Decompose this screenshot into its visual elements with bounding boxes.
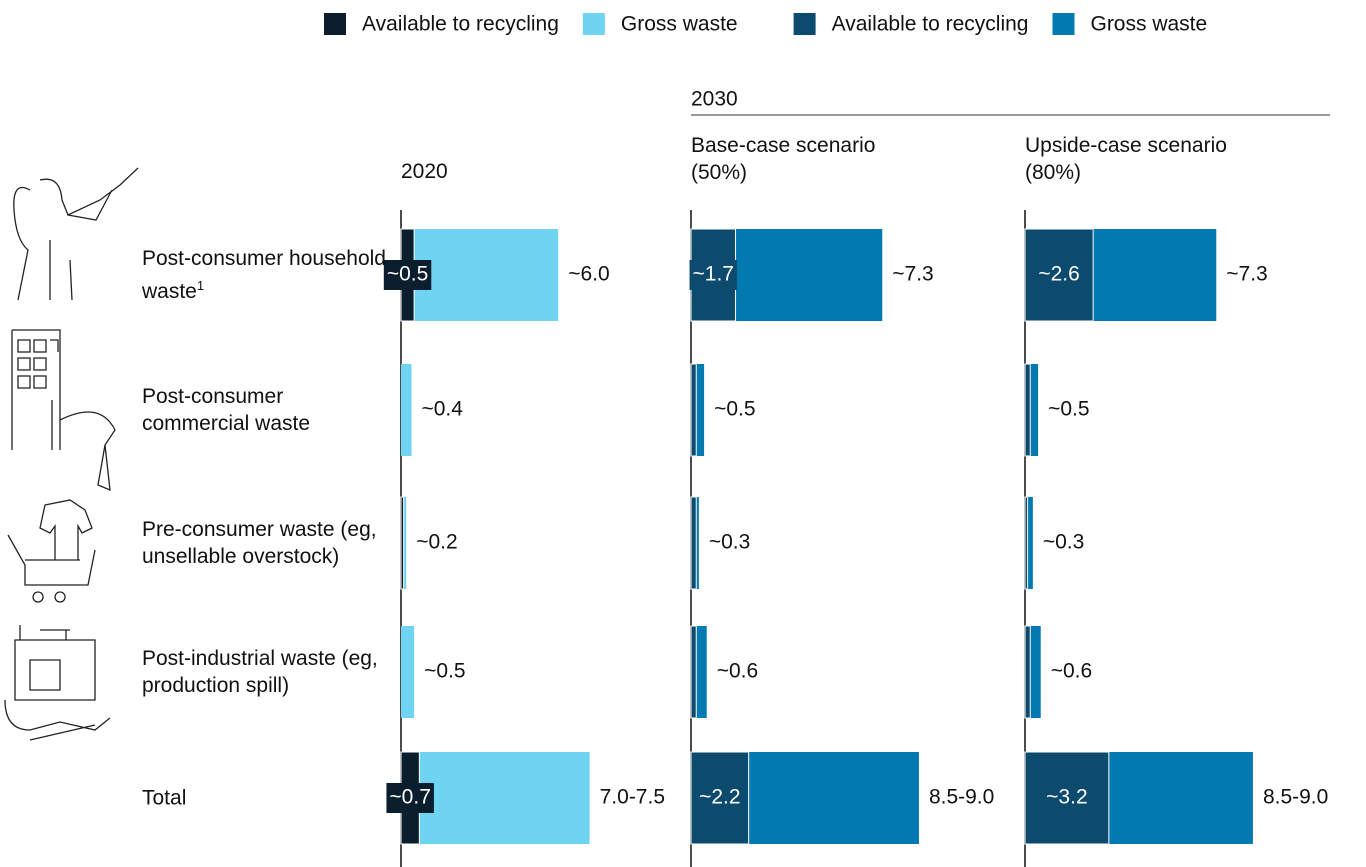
legend-swatch (793, 13, 816, 35)
gross-label: ~0.6 (1051, 660, 1092, 683)
gross-label: ~0.5 (714, 398, 755, 421)
panel-title: Base-case scenario (50%) (691, 134, 876, 184)
panel-title: 2020 (401, 160, 448, 183)
gross-label: 8.5-9.0 (1263, 786, 1328, 809)
label-background (696, 783, 744, 813)
label-background (1043, 783, 1091, 813)
available-label: ~1.7 (693, 263, 734, 286)
gross-label: ~0.4 (421, 398, 463, 421)
gross-label: 7.0-7.5 (600, 786, 665, 809)
available-bar (690, 496, 697, 590)
available-bar (1024, 625, 1031, 719)
available-label-group: ~0.5 (383, 260, 432, 290)
footnote-marker: 1 (196, 278, 205, 293)
legend-swatch (1052, 13, 1075, 35)
gross-label: ~6.0 (568, 263, 609, 286)
category-label: Post-consumer household waste1 (142, 247, 386, 303)
legend-swatch (582, 13, 605, 35)
available-label-group: ~0.7 (386, 783, 434, 813)
available-label-group: ~3.2 (1043, 783, 1091, 813)
available-label-group: ~2.2 (696, 783, 744, 813)
gross-label: ~7.3 (1226, 263, 1267, 286)
available-label-group: ~1.7 (689, 260, 738, 290)
legend-swatch (324, 13, 346, 35)
gross-label: ~0.2 (416, 531, 457, 554)
label-background (1035, 260, 1083, 290)
label-background (386, 783, 434, 813)
gross-bar (401, 626, 415, 718)
legend-label: Gross waste (1090, 13, 1207, 36)
available-bar (690, 363, 697, 457)
gross-label: 8.5-9.0 (929, 786, 994, 809)
label-background (383, 260, 432, 290)
group-title: 2030 (691, 88, 738, 111)
available-bar (1024, 363, 1031, 457)
gross-label: ~7.3 (892, 263, 933, 286)
legend-label: Available to recycling (832, 13, 1029, 36)
category-label: Total (142, 786, 187, 810)
available-label: ~2.2 (699, 786, 740, 809)
gross-bar (401, 364, 412, 456)
available-label: ~3.2 (1046, 786, 1087, 809)
legend-label: Available to recycling (362, 13, 559, 36)
available-label: ~0.5 (387, 263, 428, 286)
panel-title: Upside-case scenario (80%) (1025, 134, 1227, 184)
available-label-group: ~2.6 (1035, 260, 1083, 290)
label-background (689, 260, 738, 290)
gross-label: ~0.5 (1048, 398, 1089, 421)
gross-bar (1025, 497, 1033, 589)
category-label: Post-industrial waste (eg, production sp… (142, 647, 378, 697)
category-label: Pre-consumer waste (eg, unsellable overs… (142, 518, 377, 568)
gross-label: ~0.6 (717, 660, 758, 683)
gross-label: ~0.3 (709, 531, 750, 554)
available-label: ~0.7 (389, 786, 430, 809)
gross-label: ~0.5 (424, 660, 465, 683)
icons (4, 167, 139, 741)
available-label: ~2.6 (1038, 263, 1079, 286)
gross-label: ~0.3 (1043, 531, 1084, 554)
available-bar (690, 625, 697, 719)
available-bar (400, 496, 405, 590)
category-label: Post-consumer commercial waste (142, 385, 311, 435)
available-bar (1024, 496, 1029, 590)
legend-label: Gross waste (621, 13, 738, 36)
